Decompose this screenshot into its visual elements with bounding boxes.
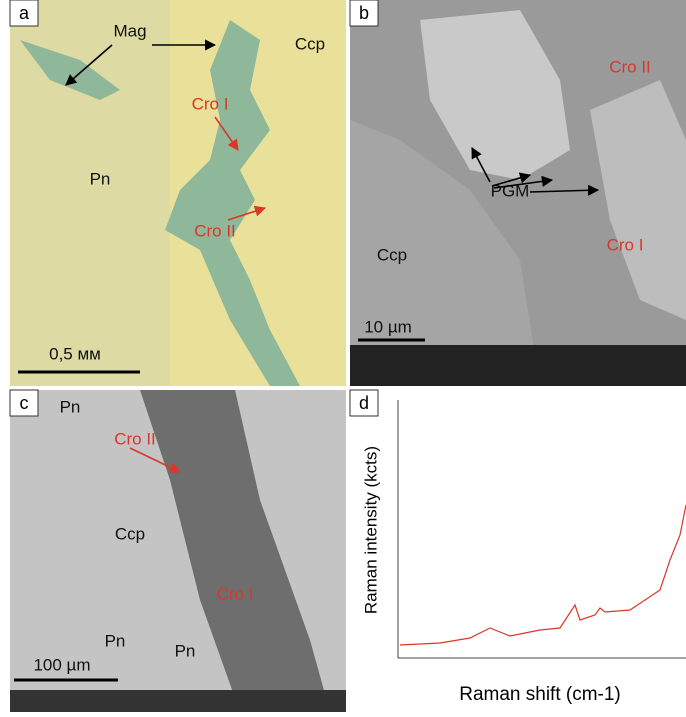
- panel-label: a: [19, 3, 30, 23]
- panel-c: c Pn Cro II Ccp Cro I Pn Pn 100 µm: [10, 390, 346, 712]
- scale-bar-label: 10 µm: [364, 317, 412, 336]
- y-axis-label: Raman intensity (kcts): [361, 446, 380, 614]
- panel-d: d Raman intensity (kcts) Raman shift (cm…: [350, 390, 686, 712]
- annotation: Mag: [113, 21, 146, 40]
- annotation: Ccp: [295, 34, 325, 53]
- scale-bar-label: 100 µm: [33, 655, 90, 674]
- annotation: Pn: [175, 641, 196, 660]
- scale-bar-label: 0,5 мм: [49, 344, 101, 363]
- annotation: Cro I: [607, 235, 644, 254]
- annotation: Cro II: [609, 57, 651, 76]
- annotation: Cro II: [194, 221, 236, 240]
- annotation: Pn: [60, 397, 81, 416]
- annotation: Ccp: [377, 245, 407, 264]
- annotation: Pn: [105, 631, 126, 650]
- annotation: Cro I: [192, 94, 229, 113]
- panel-label: b: [359, 3, 369, 23]
- annotation: Cro II: [114, 429, 156, 448]
- x-axis-label: Raman shift (cm-1): [459, 684, 621, 705]
- annotation: Cro I: [217, 584, 254, 603]
- panel-a: a Mag Ccp Cro I Pn Cro II 0,5 мм: [10, 0, 346, 386]
- panel-label: c: [20, 393, 29, 413]
- panel-b: b Cro II PGM Ccp Cro I 10 µm: [350, 0, 686, 386]
- panel-label: d: [359, 393, 369, 413]
- annotation: Ccp: [115, 524, 145, 543]
- spectrum-panel: [350, 390, 686, 712]
- figure: a Mag Ccp Cro I Pn Cro II 0,5 мм b Cro I…: [0, 0, 686, 712]
- annotation: Pn: [90, 169, 111, 188]
